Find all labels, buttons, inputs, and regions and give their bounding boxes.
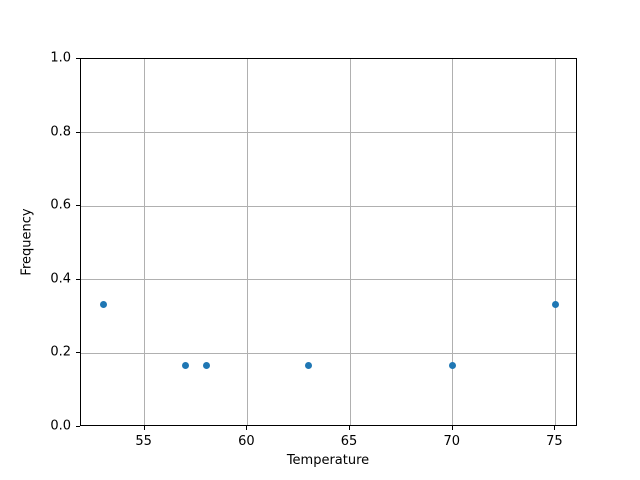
x-tick-label: 60 (238, 434, 255, 449)
y-grid-line (81, 352, 576, 354)
y-grid-line (81, 205, 576, 207)
data-point (449, 362, 457, 370)
y-tick-label: 0.4 (50, 271, 71, 287)
x-axis-label: Temperature (286, 453, 370, 468)
y-tick-mark (76, 278, 80, 280)
x-tick-label: 55 (135, 434, 152, 449)
y-grid-line (81, 279, 576, 281)
x-tick-label: 65 (340, 434, 358, 449)
x-grid-line (349, 59, 351, 425)
y-tick-mark (76, 352, 80, 354)
x-grid-line (554, 59, 556, 425)
y-tick-mark (76, 426, 80, 427)
y-tick-label: 0.2 (50, 344, 71, 360)
data-point (202, 362, 210, 370)
x-tick-mark (349, 426, 351, 430)
y-tick-label: 1.0 (50, 50, 71, 66)
x-grid-line (246, 59, 248, 425)
y-tick-mark (76, 58, 80, 59)
x-tick-label: 70 (443, 434, 460, 449)
y-grid-line (81, 132, 576, 134)
data-point (305, 362, 313, 370)
y-tick-label: 0.6 (50, 197, 71, 213)
x-grid-line (144, 59, 146, 425)
x-grid-line (452, 59, 454, 425)
y-tick-label: 0.8 (50, 124, 71, 140)
plot-area (80, 58, 577, 426)
y-tick-label: 0.0 (50, 418, 71, 434)
x-tick-mark (554, 426, 556, 430)
x-tick-mark (143, 426, 145, 430)
data-point (551, 300, 559, 308)
x-tick-mark (246, 426, 248, 430)
y-tick-mark (76, 131, 80, 133)
y-axis-label: Frequency (19, 208, 35, 276)
x-tick-mark (451, 426, 453, 430)
y-tick-mark (76, 205, 80, 207)
data-point (100, 300, 108, 308)
data-point (182, 362, 190, 370)
x-tick-label: 75 (546, 434, 563, 449)
